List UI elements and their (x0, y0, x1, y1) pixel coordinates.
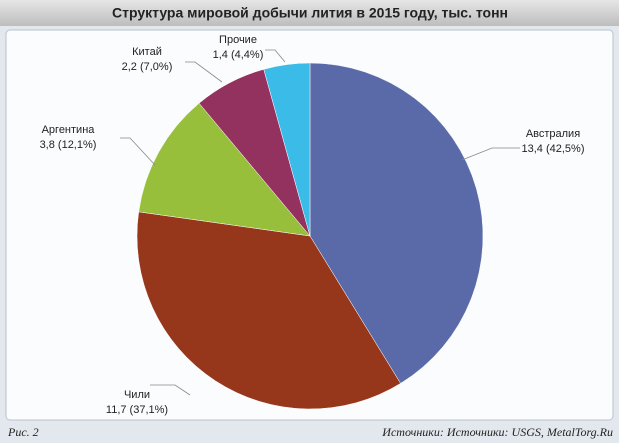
pie-slice (136, 211, 401, 410)
slice-label: Китай (132, 46, 162, 58)
slice-label: Австралия (526, 128, 580, 140)
value-label: 3,8 (12,1%) (40, 139, 97, 151)
leader-line (150, 384, 191, 396)
value-label: 11,7 (37,1%) (106, 404, 168, 416)
value-label: 2,2 (7,0%) (122, 61, 173, 73)
leader-lines (120, 49, 520, 396)
title-bar (0, 0, 619, 26)
slice-label: Прочие (219, 34, 257, 46)
value-label: 13,4 (42,5%) (522, 143, 585, 155)
slice-label: Аргентина (42, 124, 96, 136)
source: Источники: Источники: USGS, MetalTorg.Ru (381, 425, 613, 439)
leader-line (461, 147, 520, 161)
leader-line (120, 137, 156, 166)
pie-slice (309, 62, 484, 384)
pie-slice (263, 62, 311, 237)
figure-label: Рис. 2 (7, 425, 39, 439)
pie-slice (138, 102, 311, 237)
chart-title: Структура мировой добычи лития в 2015 го… (112, 5, 508, 21)
slice-label: Чили (124, 389, 150, 401)
leader-line (265, 49, 286, 63)
leader-line (185, 61, 223, 83)
value-label: 1,4 (4,4%) (213, 49, 264, 61)
